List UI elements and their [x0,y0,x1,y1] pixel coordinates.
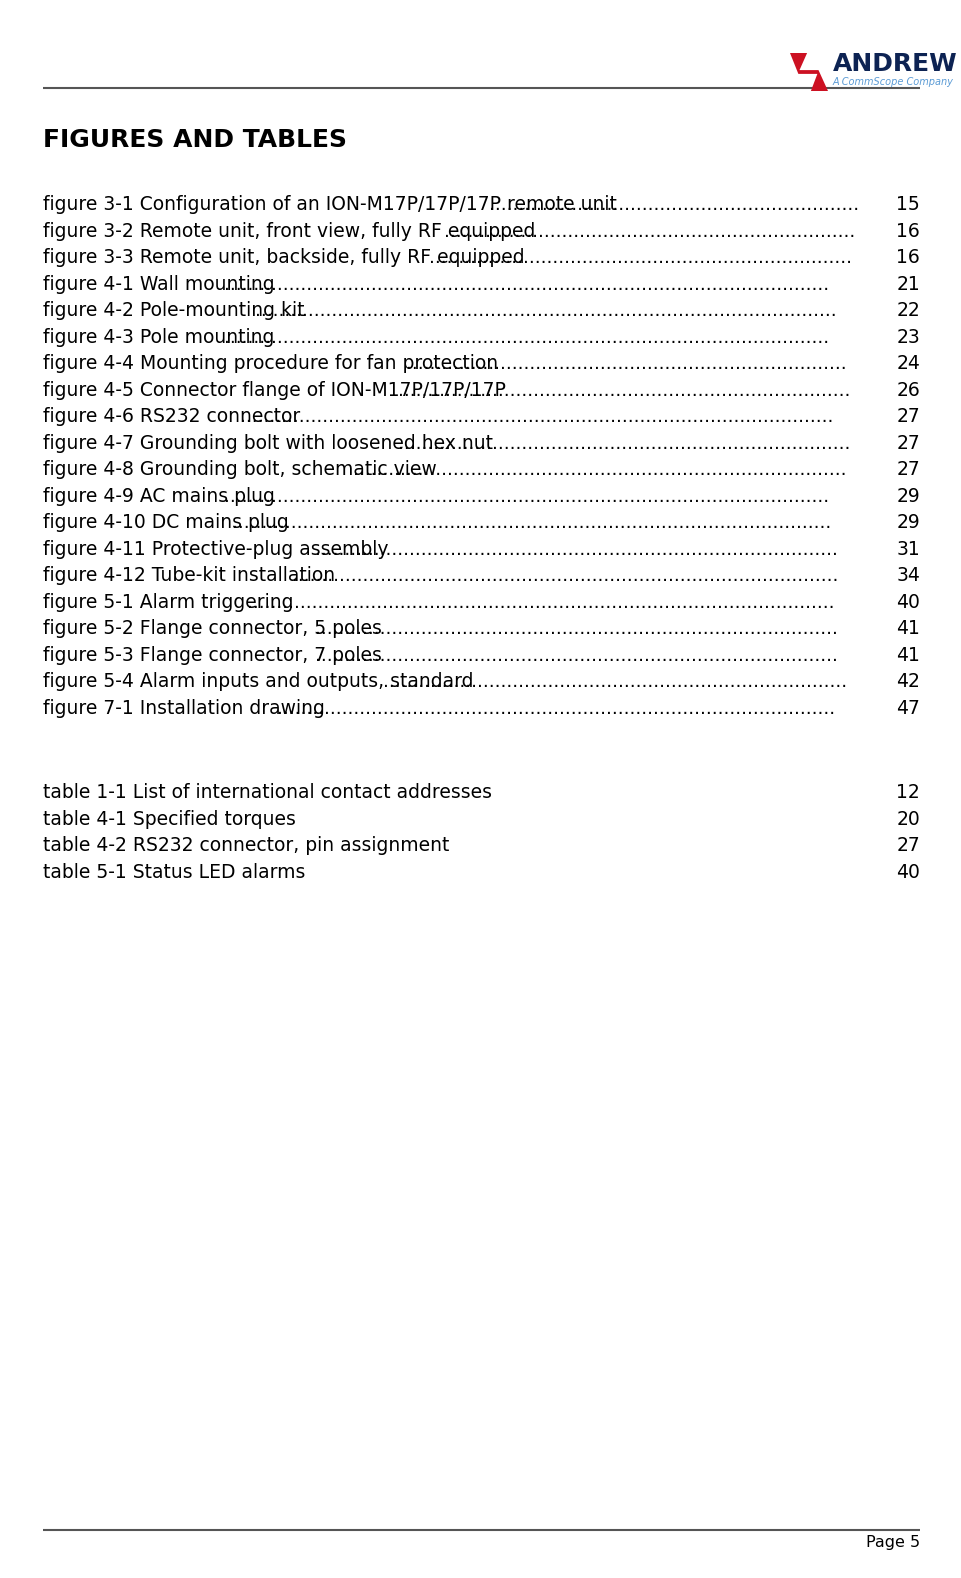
Text: 23: 23 [897,328,920,347]
Text: ................................................................................: ........................................… [239,407,833,426]
Text: figure 4-7 Grounding bolt with loosened hex nut: figure 4-7 Grounding bolt with loosened … [43,434,493,453]
Text: 12: 12 [897,783,920,802]
Text: figure 4-8 Grounding bolt, schematic view: figure 4-8 Grounding bolt, schematic vie… [43,461,436,480]
Text: figure 4-3 Pole mounting: figure 4-3 Pole mounting [43,328,275,347]
Text: ................................................................................: ........................................… [225,328,829,347]
Text: figure 4-10 DC mains plug: figure 4-10 DC mains plug [43,513,288,532]
Text: ................................................................................: ........................................… [278,699,835,718]
Text: ................................................................................: ........................................… [232,513,831,532]
Text: 27: 27 [897,836,920,855]
Text: A CommScope Company: A CommScope Company [833,77,954,87]
Text: 22: 22 [897,301,920,320]
Text: ...............................................................: ........................................… [489,196,859,215]
Text: .............................................................................: ........................................… [398,434,850,453]
Text: ................................................................................: ........................................… [255,301,836,320]
Polygon shape [790,54,828,92]
Text: ................................................................................: ........................................… [353,461,847,480]
Text: 24: 24 [896,353,920,372]
Text: 40: 40 [896,863,920,882]
Text: 42: 42 [896,672,920,691]
Text: 21: 21 [897,275,920,294]
Text: FIGURES AND TABLES: FIGURES AND TABLES [43,128,347,151]
Text: table 1-1 List of international contact addresses: table 1-1 List of international contact … [43,783,492,802]
Text: 47: 47 [896,699,920,718]
Text: figure 4-2 Pole-mounting kit: figure 4-2 Pole-mounting kit [43,301,305,320]
Text: figure 5-4 Alarm inputs and outputs, standard: figure 5-4 Alarm inputs and outputs, sta… [43,672,474,691]
Text: 40: 40 [896,592,920,612]
Text: ................................................................................: ........................................… [225,486,829,505]
Text: .............................................................................: ........................................… [398,380,850,399]
Text: ................................................................................: ........................................… [315,645,838,664]
Text: figure 4-6 RS232 connector: figure 4-6 RS232 connector [43,407,300,426]
Text: ...........................................................................: ........................................… [406,353,847,372]
Text: 16: 16 [897,248,920,267]
Text: figure 4-11 Protective-plug assembly: figure 4-11 Protective-plug assembly [43,540,388,559]
Text: ................................................................................: ........................................… [247,592,834,612]
Text: figure 4-9 AC mains plug: figure 4-9 AC mains plug [43,486,275,505]
Text: 26: 26 [897,380,920,399]
Text: figure 5-2 Flange connector, 5 poles: figure 5-2 Flange connector, 5 poles [43,619,382,638]
Text: 41: 41 [896,619,920,638]
Text: 27: 27 [897,407,920,426]
Text: 31: 31 [897,540,920,559]
Text: ................................................................................: ........................................… [315,540,838,559]
Text: Page 5: Page 5 [866,1535,920,1550]
Text: ................................................................................: ........................................… [292,567,839,585]
Text: ANDREW: ANDREW [833,52,958,76]
Text: figure 4-12 Tube-kit installation: figure 4-12 Tube-kit installation [43,567,335,585]
Text: table 4-2 RS232 connector, pin assignment: table 4-2 RS232 connector, pin assignmen… [43,836,450,855]
Text: 27: 27 [897,461,920,480]
Text: 27: 27 [897,434,920,453]
Text: 29: 29 [897,513,920,532]
Text: figure 5-3 Flange connector, 7 poles: figure 5-3 Flange connector, 7 poles [43,645,382,664]
Text: 34: 34 [896,567,920,585]
Text: figure 3-3 Remote unit, backside, fully RF equipped: figure 3-3 Remote unit, backside, fully … [43,248,525,267]
Text: ................................................................................: ........................................… [225,275,829,294]
Text: figure 3-2 Remote unit, front view, fully RF equipped: figure 3-2 Remote unit, front view, full… [43,221,535,240]
Text: ...............................................................................: ........................................… [383,672,848,691]
Text: 20: 20 [897,810,920,828]
Text: 29: 29 [897,486,920,505]
Text: table 5-1 Status LED alarms: table 5-1 Status LED alarms [43,863,306,882]
Text: table 4-1 Specified torques: table 4-1 Specified torques [43,810,296,828]
Text: 15: 15 [897,196,920,215]
Text: figure 7-1 Installation drawing: figure 7-1 Installation drawing [43,699,325,718]
Text: 16: 16 [897,221,920,240]
Text: figure 5-1 Alarm triggering: figure 5-1 Alarm triggering [43,592,293,612]
Text: ................................................................................: ........................................… [315,619,838,638]
Text: ......................................................................: ........................................… [444,221,855,240]
Text: 41: 41 [896,645,920,664]
Text: figure 4-1 Wall mounting: figure 4-1 Wall mounting [43,275,275,294]
Text: figure 3-1 Configuration of an ION-M17P/17P/17P remote unit: figure 3-1 Configuration of an ION-M17P/… [43,196,617,215]
Text: ........................................................................: ........................................… [429,248,851,267]
Text: figure 4-4 Mounting procedure for fan protection: figure 4-4 Mounting procedure for fan pr… [43,353,498,372]
Text: figure 4-5 Connector flange of ION-M17P/17P/17P: figure 4-5 Connector flange of ION-M17P/… [43,380,505,399]
